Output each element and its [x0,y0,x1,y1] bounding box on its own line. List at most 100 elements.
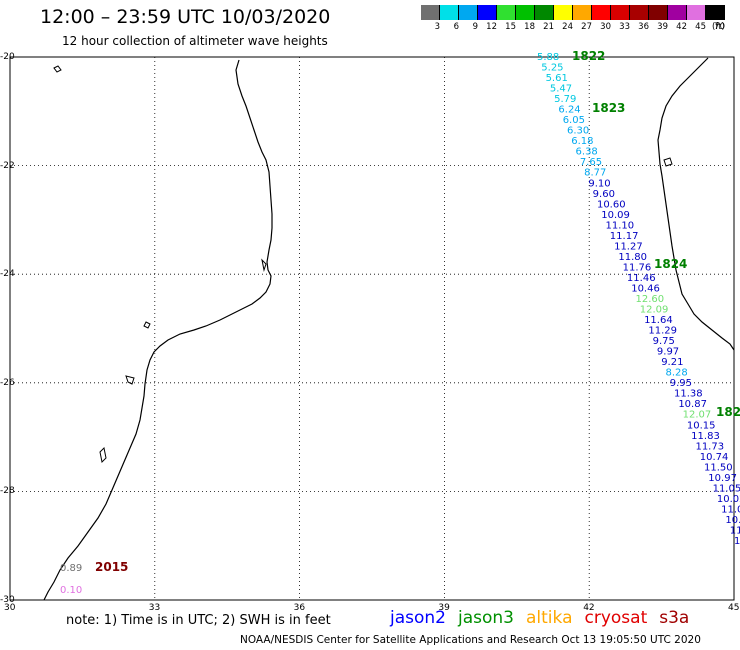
lat-label: -24 [0,269,15,280]
track-value: 11.10 [606,220,635,231]
track-time-label: 1824 [654,257,687,271]
lon-label: 36 [293,603,306,613]
track-time-label: 1822 [572,49,605,63]
track-value: 5.79 [554,94,576,105]
legend-label: 42 [676,22,687,32]
track-value: 7.65 [580,157,602,168]
track-value: 9.97 [657,347,679,358]
track-value: 9.21 [661,357,683,368]
legend-swatch [687,5,706,20]
track-value: 0.10 [60,585,82,596]
color-legend [421,5,725,20]
legend-swatch [630,5,649,20]
track-value: 10.46 [631,283,660,294]
legend-label: 33 [619,22,630,32]
track-value: 10.02 [717,494,740,505]
track-value: 0.89 [60,563,82,574]
coast-islands [53,65,673,464]
track-value: 11.80 [618,252,647,263]
track-value: 9.95 [670,378,692,389]
legend-label: 39 [657,22,668,32]
track-time-label: 2015 [95,560,128,574]
satellite-name: jason3 [458,608,514,628]
track-value: 10.97 [708,473,737,484]
legend-label: 9 [472,22,478,32]
legend-label: 21 [543,22,554,32]
track-value: 11.46 [627,273,656,284]
legend-label: 18 [524,22,535,32]
track-value: 11.27 [614,241,643,252]
legend-swatch [459,5,478,20]
lat-label: -22 [0,160,15,171]
lat-label: -26 [0,377,15,388]
track-value: 11.83 [691,431,720,442]
legend-label: 30 [600,22,611,32]
altimeter-tracks: 5.885.255.615.475.796.246.056.306.186.38… [60,49,740,596]
map-subtitle: 12 hour collection of altimeter wave hei… [62,34,328,48]
track-value: 11.73 [695,441,724,452]
track-value: 11 [730,525,740,536]
legend-label: 45 [695,22,706,32]
track-value: 12.07 [683,410,712,421]
legend-label: 36 [638,22,649,32]
track-value: 11.64 [644,315,673,326]
legend-swatch [440,5,459,20]
legend-label: 3 [434,22,440,32]
track-value: 10.60 [597,199,626,210]
track-value: 10.09 [601,210,630,221]
legend-label: 27 [581,22,592,32]
track-value: 11.29 [648,326,677,337]
track-value: 5.88 [537,52,559,63]
track-value: 12.60 [636,294,665,305]
track-value: 6.24 [558,105,580,116]
lat-label: -30 [0,595,15,605]
legend-swatch [497,5,516,20]
lon-label: 39 [438,603,450,613]
lat-label: -20 [0,52,15,62]
lon-label: 33 [148,603,161,613]
track-value: 10. [725,515,740,526]
track-time-label: 182 [716,405,740,419]
satellite-name: cryosat [584,608,648,628]
coastline-madagascar [657,57,735,351]
track-value: 6.18 [571,136,593,147]
track-value: 5.47 [550,84,572,95]
track-value: 8.28 [665,368,687,379]
track-value: 6.38 [576,147,598,158]
map-title: 12:00 – 23:59 UTC 10/03/2020 [40,6,331,28]
satellite-name: s3a [659,608,690,628]
track-value: 11.50 [704,462,733,473]
legend-label: 24 [562,22,573,32]
legend-label: 12 [486,22,497,32]
satellite-name: altika [526,608,573,628]
legend-swatch [554,5,573,20]
color-legend-labels: 3 6 9 12 15 18 21 24 27 30 33 36 39 42 45 70 [421,22,740,34]
legend-unit: (ft) [712,22,725,32]
legend-swatch [478,5,497,20]
track-value: 11.38 [674,389,703,400]
track-value: 10.87 [678,399,707,410]
credit-line: NOAA/NESDIS Center for Satellite Applica… [240,634,701,646]
track-value: 11.17 [610,231,639,242]
legend-swatch [611,5,630,20]
legend-swatch [573,5,592,20]
track-value: 8.77 [584,168,606,179]
footer-note: note: 1) Time is in UTC; 2) SWH is in fe… [66,613,331,628]
track-value: 10.15 [687,420,716,431]
track-value: 11.0 [721,504,740,515]
track-value: 5.25 [541,63,563,74]
track-value: 11.05 [713,483,740,494]
track-value: 9.75 [653,336,675,347]
track-value: 11.76 [623,262,652,273]
track-value: 6.30 [567,126,589,137]
track-value: 5.61 [546,73,568,84]
track-value: 12.09 [640,305,669,316]
legend-label: 6 [453,22,459,32]
lon-label: 30 [4,603,16,613]
lon-label: 42 [583,603,595,613]
coastline-africa [43,59,273,601]
legend-swatch [668,5,687,20]
legend-swatch [649,5,668,20]
legend-swatch [706,5,725,20]
